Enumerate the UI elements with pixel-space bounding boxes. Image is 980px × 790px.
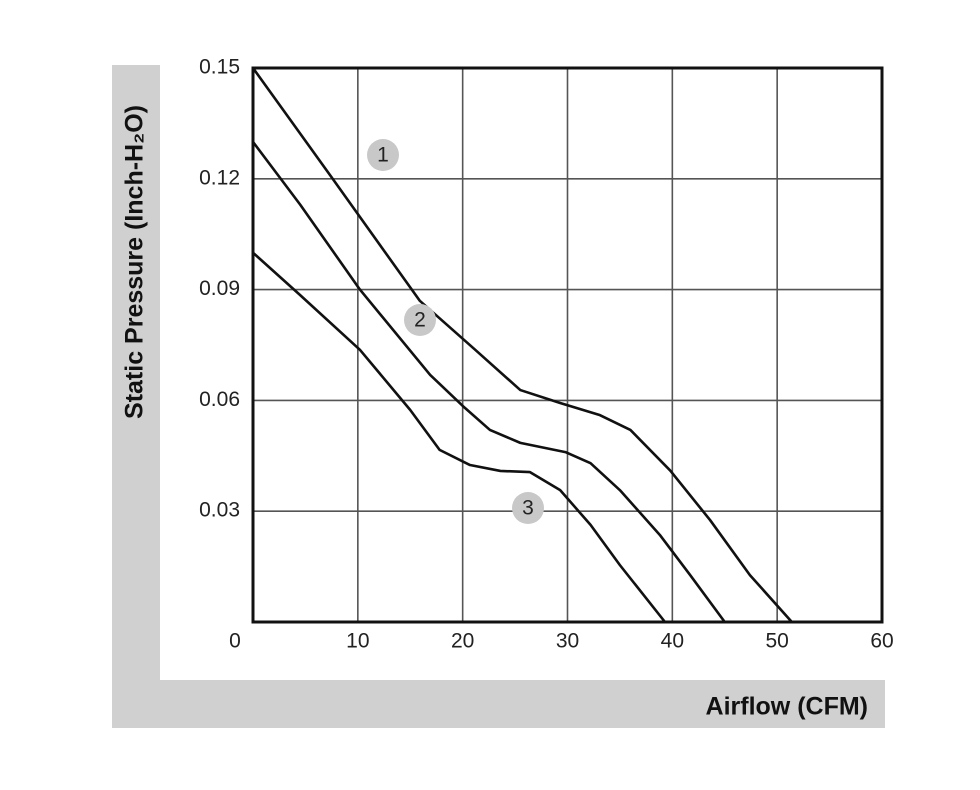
curve xyxy=(252,251,667,623)
y-axis-title: Static Pressure (Inch-H₂O) xyxy=(121,105,149,419)
series-badge: 3 xyxy=(512,492,544,524)
x-tick-label: 50 xyxy=(765,630,788,653)
series-label: 1 xyxy=(377,144,389,167)
x-tick-label: 0 xyxy=(229,630,241,653)
badge-circle xyxy=(367,139,399,171)
y-tick-label: 0.09 xyxy=(199,277,240,300)
y-tick-label: 0.03 xyxy=(199,499,240,522)
series-label: 3 xyxy=(522,497,534,520)
x-tick-label: 10 xyxy=(346,630,369,653)
x-tick-label: 60 xyxy=(870,630,893,653)
curve xyxy=(251,67,793,623)
y-tick-label: 0.06 xyxy=(199,388,240,411)
series-badge: 1 xyxy=(367,139,399,171)
series-label: 2 xyxy=(414,309,426,332)
curve xyxy=(251,141,726,623)
plot-frame xyxy=(251,66,884,624)
y-tick-label: 0.15 xyxy=(199,56,240,79)
x-tick-label: 40 xyxy=(661,630,684,653)
x-tick-label: 20 xyxy=(451,630,474,653)
y-tick-label: 0.12 xyxy=(199,166,240,189)
badge-circle xyxy=(404,304,436,336)
badge-circle xyxy=(512,492,544,524)
series-badge: 2 xyxy=(404,304,436,336)
x-axis-title: Airflow (CFM) xyxy=(706,693,868,721)
x-tick-label: 30 xyxy=(556,630,579,653)
